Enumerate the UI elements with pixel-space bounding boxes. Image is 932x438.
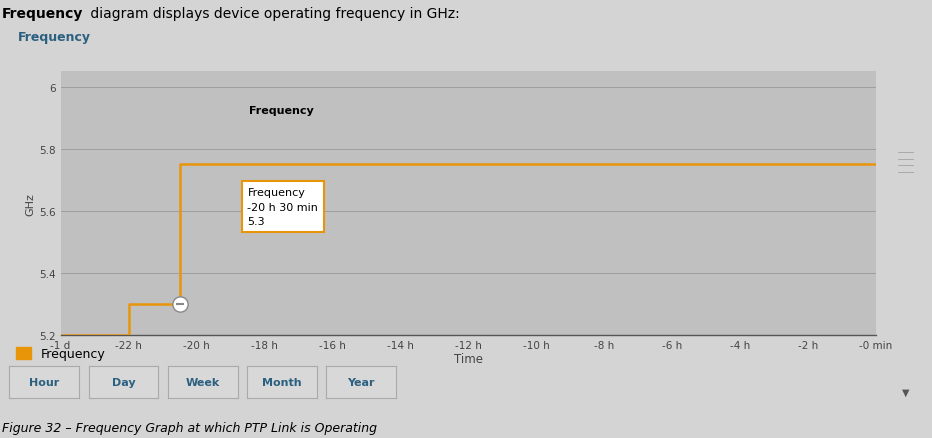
Text: Year: Year <box>348 377 375 387</box>
Text: Month: Month <box>262 377 302 387</box>
Text: Day: Day <box>112 377 135 387</box>
Text: Frequency: Frequency <box>249 106 314 116</box>
Y-axis label: GHz: GHz <box>25 192 34 215</box>
Text: Frequency: Frequency <box>18 31 91 44</box>
Text: diagram displays device operating frequency in GHz:: diagram displays device operating freque… <box>86 7 459 21</box>
Legend: Frequency: Frequency <box>16 347 105 360</box>
Text: ▼: ▼ <box>902 387 910 397</box>
Text: Hour: Hour <box>29 377 60 387</box>
X-axis label: Time: Time <box>454 353 483 366</box>
Text: Frequency
-20 h 30 min
5.3: Frequency -20 h 30 min 5.3 <box>248 187 319 227</box>
Text: Frequency: Frequency <box>2 7 83 21</box>
Text: Figure 32 – Frequency Graph at which PTP Link is Operating: Figure 32 – Frequency Graph at which PTP… <box>2 420 377 434</box>
Text: Week: Week <box>185 377 220 387</box>
